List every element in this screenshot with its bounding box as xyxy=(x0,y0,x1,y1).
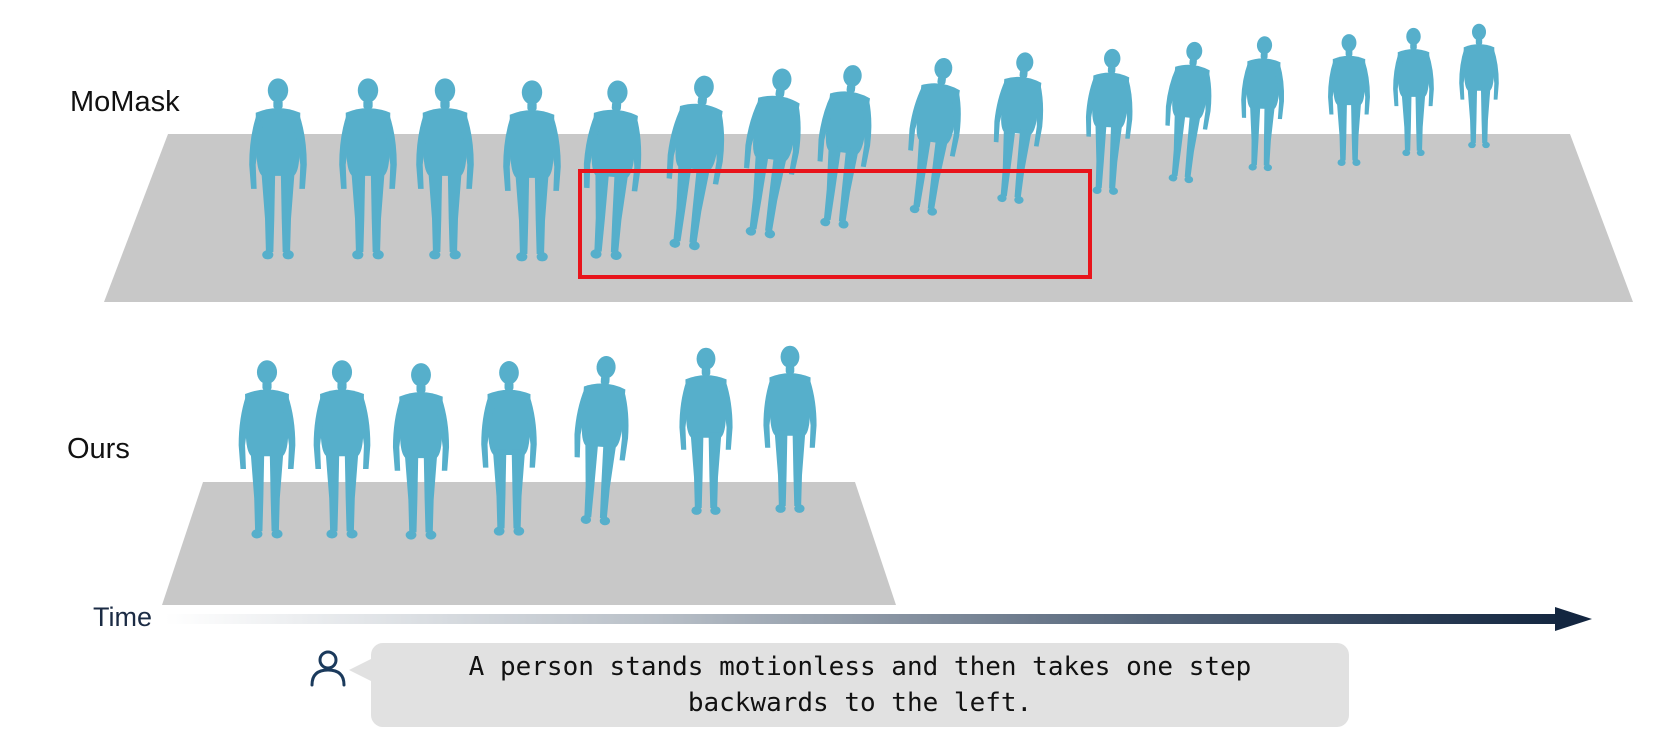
top-floor xyxy=(104,134,1633,302)
momask-label: MoMask xyxy=(70,86,180,118)
time-label: Time xyxy=(93,602,152,632)
highlight-box xyxy=(578,169,1092,279)
ours-label: Ours xyxy=(67,433,130,465)
text-prompt: A person stands motionless and then take… xyxy=(468,652,1252,718)
time-arrow-icon xyxy=(165,607,1592,631)
speech-bubble: A person stands motionless and then take… xyxy=(371,643,1349,727)
speech-bubble-tail xyxy=(349,658,373,682)
user-icon xyxy=(310,650,346,687)
momask-frame-16 xyxy=(1459,23,1499,149)
